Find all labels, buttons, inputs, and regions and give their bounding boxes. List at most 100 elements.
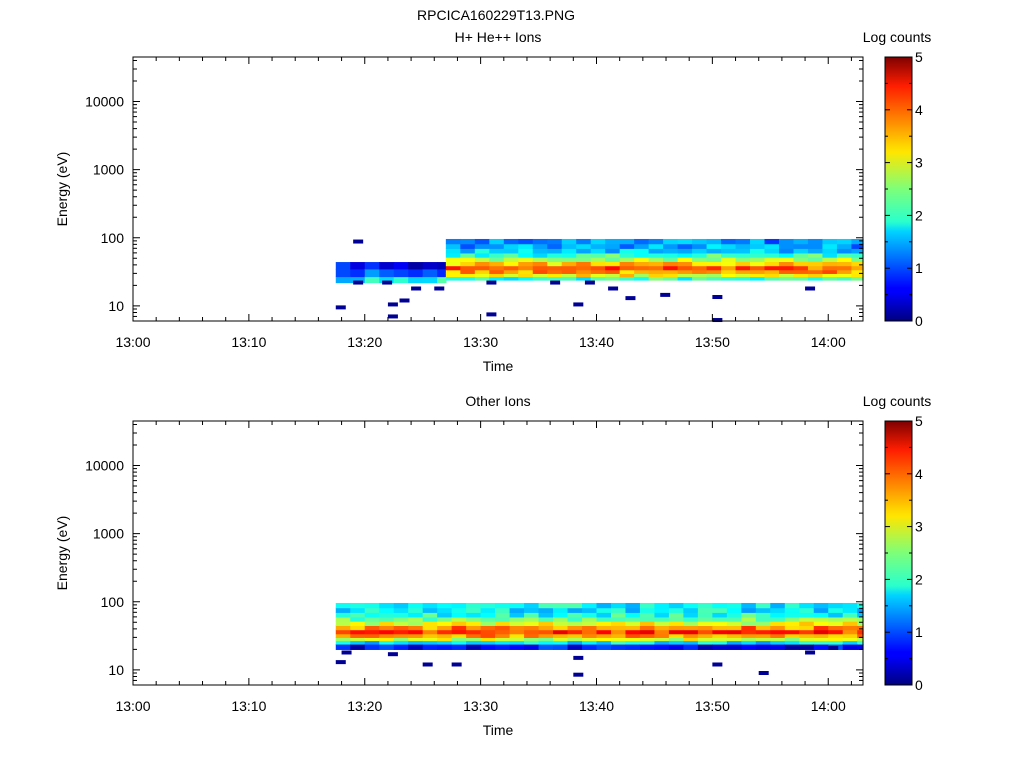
heatmap-cell <box>822 273 838 278</box>
heatmap-cell <box>770 637 786 642</box>
heatmap-cell <box>639 621 656 626</box>
heatmap-cell <box>451 607 467 613</box>
heatmap-cell <box>495 625 511 631</box>
heatmap-cell <box>712 640 728 645</box>
heatmap-cell <box>813 621 829 626</box>
heatmap-cell <box>784 621 800 626</box>
heatmap-cell <box>726 640 742 645</box>
heatmap-cell <box>654 616 670 622</box>
heatmap-cell <box>518 257 534 262</box>
heatmap-cell <box>567 625 583 631</box>
heatmap-cell <box>576 238 592 245</box>
heatmap-cell <box>634 248 650 254</box>
heatmap-cell <box>625 640 641 645</box>
heatmap-cell <box>770 607 786 613</box>
heatmap-cell <box>668 637 684 642</box>
y-tick-label: 100 <box>101 230 125 246</box>
heatmap-cell <box>445 252 461 258</box>
heatmap-cell <box>721 257 737 262</box>
heatmap-cell <box>532 257 548 262</box>
heatmap-cell <box>503 273 519 278</box>
heatmap-cell <box>755 616 771 622</box>
heatmap-cell <box>822 252 838 258</box>
heatmap-cell <box>726 602 742 609</box>
heatmap-cell <box>379 276 395 284</box>
heatmap-cell <box>828 629 844 635</box>
heatmap-cell <box>799 640 815 645</box>
heatmap-cell <box>350 262 366 270</box>
heatmap-cell <box>503 248 519 254</box>
heatmap-cell <box>639 616 656 622</box>
heatmap-cell <box>489 261 505 267</box>
heatmap-cell <box>851 252 864 258</box>
heatmap-cell <box>561 273 577 278</box>
heatmap-cell <box>857 616 864 622</box>
heatmap-cell <box>590 243 606 249</box>
heatmap-cell <box>408 633 424 638</box>
heatmap-cell <box>422 612 438 618</box>
colorbar-tick-label: 0 <box>915 313 923 329</box>
heatmap-cell <box>393 262 409 270</box>
heatmap-cell <box>437 621 453 626</box>
heatmap-cell <box>735 248 751 254</box>
heatmap-cell <box>582 633 598 638</box>
heatmap-cell <box>451 625 467 631</box>
heatmap-cell <box>547 243 563 249</box>
heatmap-cell <box>451 633 467 638</box>
heatmap-cell <box>422 621 438 626</box>
heatmap-cell <box>518 269 534 274</box>
heatmap-cell <box>451 621 467 626</box>
heatmap-cell <box>784 633 800 638</box>
figure-title: RPCICA160229T13.PNG <box>417 7 575 23</box>
panel-title: Other Ions <box>465 393 530 409</box>
y-tick-label: 10 <box>108 662 124 678</box>
heatmap-cell <box>524 612 540 618</box>
heatmap-cell <box>639 633 656 638</box>
heatmap-cell <box>437 633 453 638</box>
heatmap-cell <box>822 238 838 245</box>
heatmap-cell <box>605 252 621 258</box>
heatmap-cell <box>639 607 656 613</box>
sparse-point <box>335 305 346 310</box>
heatmap-cell <box>726 633 742 638</box>
heatmap-cell <box>364 625 380 631</box>
heatmap-cell <box>538 643 554 650</box>
heatmap-cell <box>764 248 780 254</box>
heatmap-cell <box>553 625 569 631</box>
x-tick-label: 13:00 <box>115 698 150 714</box>
heatmap-cell <box>668 616 684 622</box>
heatmap-cell <box>480 629 496 635</box>
heatmap-cell <box>379 637 395 642</box>
heatmap-cell <box>437 268 447 278</box>
heatmap-cell <box>509 640 525 645</box>
heatmap-cell <box>807 276 824 281</box>
sparse-point <box>828 645 839 650</box>
heatmap-cell <box>364 629 380 635</box>
heatmap-cell <box>755 625 771 631</box>
heatmap-cell <box>350 268 366 278</box>
heatmap-cell <box>619 243 635 249</box>
heatmap-cell <box>509 616 525 622</box>
heatmap-cell <box>422 607 438 613</box>
heatmap-cell <box>807 273 824 278</box>
heatmap-cell <box>422 262 438 270</box>
heatmap-cell <box>741 621 757 626</box>
heatmap-cell <box>495 637 511 642</box>
heatmap-cell <box>480 607 496 613</box>
heatmap-cell <box>503 265 519 271</box>
y-tick-label: 1000 <box>93 526 124 542</box>
heatmap-cell <box>677 257 693 262</box>
heatmap-cell <box>480 633 496 638</box>
heatmap-cell <box>590 261 606 267</box>
heatmap-cell <box>547 265 563 271</box>
colorbar: Log counts 0 1 2 3 4 5 <box>863 393 932 693</box>
x-tick-label: 13:20 <box>347 698 382 714</box>
heatmap-cell <box>770 633 786 638</box>
heatmap-cell <box>610 629 627 635</box>
heatmap-cell <box>828 640 844 645</box>
heatmap-cell <box>625 607 641 613</box>
heatmap-cell <box>799 643 815 650</box>
heatmap-cell <box>764 276 780 281</box>
heatmap-cell <box>683 602 699 609</box>
heatmap-cell <box>437 637 453 642</box>
